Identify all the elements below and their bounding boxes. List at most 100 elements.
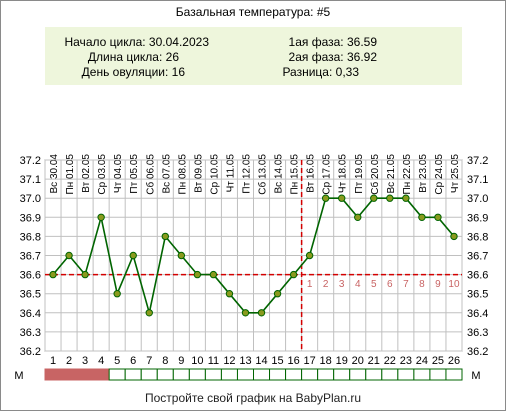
data-point — [418, 213, 426, 222]
x-tick-label: 17 — [304, 355, 316, 367]
menstruation-cell — [285, 368, 303, 381]
menstruation-cell — [60, 368, 78, 381]
data-point — [386, 194, 394, 202]
menstruation-cell — [429, 368, 447, 381]
x-tick-label: 24 — [416, 355, 428, 367]
menstruation-cell — [333, 368, 351, 381]
date-label: Сб 13.05 — [257, 154, 269, 195]
x-tick-label: 15 — [271, 355, 283, 367]
menstruation-cell — [413, 368, 431, 381]
x-tick-label: 12 — [223, 355, 235, 367]
menstruation-cell — [301, 368, 319, 381]
x-tick-label: 9 — [178, 355, 184, 367]
cycle-length-text: Длина цикла: 26 — [88, 50, 179, 64]
data-point — [450, 232, 458, 241]
x-tick-label: 26 — [448, 355, 460, 367]
x-tick-label: 18 — [320, 355, 332, 367]
menstruation-cell — [188, 368, 206, 381]
y-tick-label-right: 37.2 — [467, 155, 488, 167]
y-tick-label-left: 36.5 — [20, 289, 41, 301]
menstruation-cell — [156, 368, 174, 381]
menstruation-cell — [44, 368, 62, 381]
x-tick-label: 11 — [208, 355, 219, 367]
data-point — [145, 309, 153, 317]
y-tick-label-left: 36.9 — [20, 212, 41, 224]
y-tick-label-right: 36.3 — [467, 327, 488, 339]
date-label: Пт 12.05 — [241, 154, 252, 194]
data-point — [97, 213, 105, 222]
menstruation-cell — [253, 368, 271, 381]
phase-day-number: 8 — [419, 279, 425, 290]
menstruation-row — [44, 368, 463, 381]
y-tick-label-right: 37.1 — [467, 174, 488, 186]
cycle-start-text: Начало цикла: 30.04.2023 — [64, 35, 209, 49]
phase-day-numbers: 1 2 3 4 5 6 7 8 9 10 — [307, 279, 460, 290]
menstruation-cell — [204, 368, 222, 381]
x-tick-label: 4 — [98, 355, 104, 367]
y-tick-label-left: 36.2 — [20, 346, 41, 358]
data-point — [370, 194, 378, 202]
data-point — [129, 251, 137, 260]
data-point — [354, 213, 362, 222]
temperature-series — [49, 194, 458, 317]
x-tick-label: 13 — [239, 355, 251, 367]
y-tick-label-left: 36.8 — [20, 231, 41, 243]
menstruation-cell — [92, 368, 110, 381]
date-label: Пн 08.05 — [177, 154, 188, 195]
data-point — [209, 270, 218, 279]
menstruation-cell — [76, 368, 94, 381]
y-tick-label-right: 36.8 — [467, 231, 488, 243]
data-point — [434, 213, 442, 222]
y-tick-label-left: 36.7 — [20, 251, 41, 263]
phase-day-number: 5 — [371, 279, 377, 290]
menstruation-cell — [108, 368, 126, 381]
date-label: Ср 10.05 — [209, 154, 220, 195]
menstruation-label-left: М — [14, 370, 23, 382]
data-point — [65, 251, 73, 260]
date-label: Вс 30.04 — [49, 154, 60, 194]
data-point — [161, 232, 169, 241]
x-tick-label: 8 — [162, 355, 168, 367]
menstruation-cell — [124, 368, 142, 381]
x-tick-label: 7 — [146, 355, 152, 367]
x-tick-labels: 1 2 3 4 5 6 7 8 9 10 11 12 13 14 15 16 17 18 19 20 21 22 23 24 2… — [50, 355, 460, 367]
phase-day-number: 6 — [387, 279, 393, 290]
date-label: Сб 06.05 — [144, 154, 156, 195]
phase-day-number: 2 — [323, 279, 329, 290]
date-label: Пн 22.05 — [402, 154, 413, 195]
phase-day-number: 10 — [448, 279, 460, 290]
y-tick-label-right: 36.2 — [467, 346, 488, 358]
menstruation-cell — [397, 368, 415, 381]
menstruation-cell — [365, 368, 383, 381]
x-tick-label: 16 — [287, 355, 299, 367]
y-tick-label-right: 37.0 — [467, 193, 488, 205]
difference-text: Разница: 0,33 — [282, 65, 359, 79]
footer-text[interactable]: Постройте свой график на BabyPlan.ru — [145, 391, 361, 405]
menstruation-cell — [445, 368, 463, 381]
date-label: Ср 03.05 — [97, 154, 108, 195]
date-label: Сб 20.05 — [369, 154, 381, 195]
x-tick-label: 20 — [352, 355, 364, 367]
date-label: Чт 11.05 — [225, 154, 236, 193]
data-point — [225, 290, 234, 298]
x-tick-label: 19 — [336, 355, 348, 367]
date-label: Чт 25.05 — [450, 154, 461, 193]
menstruation-cell — [172, 368, 190, 381]
y-tick-label-left: 37.0 — [20, 193, 41, 205]
data-point — [177, 251, 186, 260]
x-tick-label: 14 — [255, 355, 267, 367]
data-point — [241, 309, 250, 317]
data-point — [321, 194, 330, 202]
x-tick-label: 2 — [66, 355, 72, 367]
date-label: Вс 07.05 — [161, 154, 172, 194]
data-point — [338, 194, 346, 202]
y-tick-label-right: 36.7 — [467, 251, 488, 263]
date-label: Чт 18.05 — [338, 154, 349, 193]
menstruation-cell — [220, 368, 238, 381]
x-tick-label: 25 — [432, 355, 444, 367]
data-point — [305, 251, 314, 260]
date-label: Пт 19.05 — [354, 154, 365, 194]
date-label: Вт 09.05 — [193, 154, 204, 193]
